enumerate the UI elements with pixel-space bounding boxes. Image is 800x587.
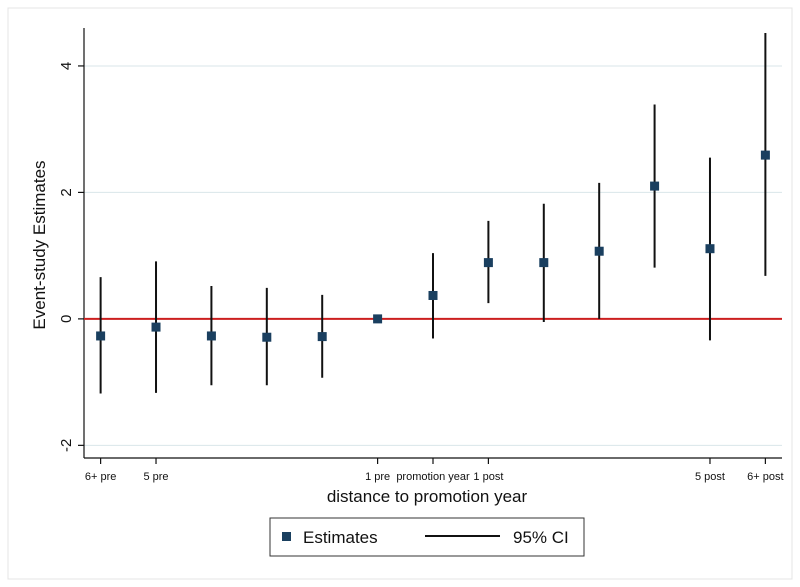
x-tick-label: 6+ post [747, 471, 783, 483]
y-tick-label: 2 [58, 188, 75, 196]
estimate-point [760, 150, 770, 160]
x-axis-title: distance to promotion year [327, 487, 528, 506]
estimate-point [594, 246, 604, 256]
estimate-point [262, 332, 272, 342]
axis-layer: -2 0 2 4 6+ pre 5 pre 1 pre promotion year 1 pos… [58, 28, 784, 483]
legend-label-ci: 95% CI [513, 528, 569, 547]
estimate-point [428, 290, 438, 300]
y-tick-label: 4 [58, 62, 75, 70]
legend: Estimates 95% CI [269, 517, 585, 557]
estimate-point [650, 181, 660, 191]
grid-layer [84, 65, 782, 446]
x-tick-label: 1 post [473, 471, 503, 483]
x-tick-label: 1 pre [365, 471, 390, 483]
y-tick-label: -2 [58, 439, 75, 452]
x-tick-label: 6+ pre [85, 471, 117, 483]
estimate-point [317, 332, 327, 342]
y-axis-title: Event-study Estimates [30, 160, 49, 329]
estimate-point [373, 314, 383, 324]
estimate-point [483, 258, 493, 268]
estimate-point [705, 244, 715, 254]
x-tick-label: 5 post [695, 471, 725, 483]
figure-frame [7, 7, 793, 580]
x-tick-label: 5 pre [143, 471, 168, 483]
legend-label-estimates: Estimates [303, 528, 378, 547]
x-tick-label: promotion year [396, 471, 470, 483]
marker-layer [96, 150, 770, 342]
estimate-point [206, 331, 216, 341]
legend-marker-swatch [282, 532, 291, 541]
estimate-point [539, 258, 549, 268]
estimate-point [151, 322, 161, 332]
y-tick-label: 0 [58, 315, 75, 323]
estimate-point [96, 331, 106, 341]
